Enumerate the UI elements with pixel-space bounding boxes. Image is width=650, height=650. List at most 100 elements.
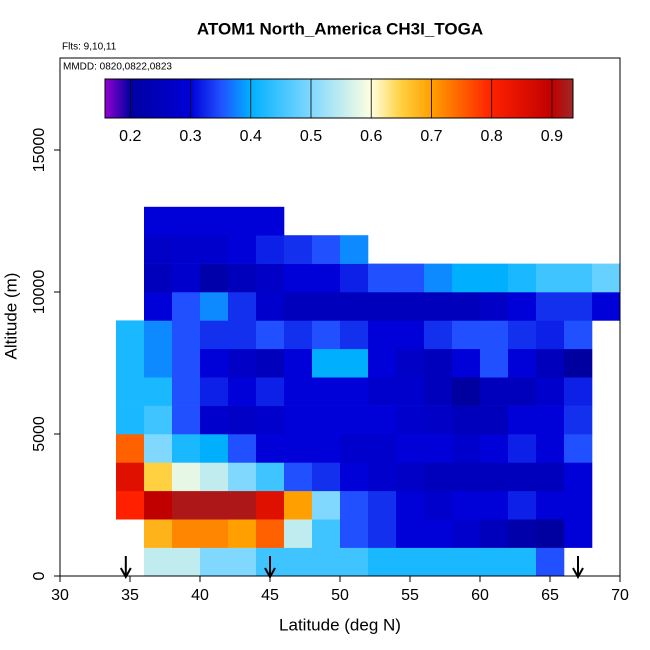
heat-cell [256,434,285,463]
heat-cell [200,377,229,406]
heat-cell [172,235,201,264]
heat-cell [564,292,593,321]
heat-cell [144,206,173,236]
heat-cell [368,320,397,350]
y-tick-label: 5000 [31,416,48,452]
heat-cell [592,292,621,321]
heat-cell [340,292,369,321]
heat-cell [200,519,229,548]
heat-cell [200,490,229,520]
heat-cell [144,405,173,435]
heat-cell [340,405,369,435]
heat-cell [144,320,173,350]
x-tick-label: 55 [401,587,419,604]
heat-cell [228,377,257,406]
heat-cell [228,235,257,264]
heat-cell [228,405,257,435]
x-tick-label: 65 [541,587,559,604]
heat-cell [284,519,313,548]
heat-cell [452,348,481,378]
heat-cell [284,235,313,264]
heat-cell [116,320,145,350]
heat-cell [536,292,565,321]
heat-cell [116,377,145,406]
heat-cell [144,377,173,406]
arrow-head [572,567,584,580]
heat-cell [144,434,173,463]
heat-cell [508,320,537,350]
heat-cell [172,263,201,293]
colorbar-tick-label: 0.6 [360,128,382,145]
heat-cell [564,348,593,378]
heat-cell [340,490,369,520]
heat-cell [228,434,257,463]
heat-cell [116,348,145,378]
heat-cell [368,263,397,293]
heat-cell [396,462,425,492]
heat-cell [228,348,257,378]
heat-cell [256,377,285,406]
heat-cell [172,206,201,236]
heat-cell [172,405,201,435]
heat-cell [256,405,285,435]
heat-cell [312,320,341,350]
heat-cell [536,377,565,406]
heat-cell [396,519,425,548]
heat-cell [424,405,453,435]
heat-cell [284,405,313,435]
heat-cell [340,235,369,264]
heat-cell [480,377,509,406]
heat-cell [452,434,481,463]
heat-cell [592,263,621,293]
heat-cell [284,490,313,520]
heat-cell [200,292,229,321]
heat-cell [480,434,509,463]
annotation: Flts: 9,10,11 [62,42,117,53]
heat-cell [256,235,285,264]
heat-cell [368,348,397,378]
heat-cell [284,377,313,406]
heat-cell [424,462,453,492]
heat-cell [564,434,593,463]
heat-cell [368,405,397,435]
heat-cell [508,405,537,435]
heat-cell [396,377,425,406]
heat-cell [144,263,173,293]
heat-cell [256,263,285,293]
heat-cell [228,206,257,236]
heat-cell [312,405,341,435]
heat-cell [424,263,453,293]
heat-cell [312,377,341,406]
x-tick-label: 60 [471,587,489,604]
heat-cell [368,292,397,321]
colorbar-tick-label: 0.3 [179,128,201,145]
heat-cell [480,320,509,350]
heat-cell [452,263,481,293]
heat-cell [256,206,285,236]
y-tick-label: 0 [31,571,48,580]
heat-cell [452,519,481,548]
heat-cell [424,490,453,520]
y-tick-label: 10000 [31,270,48,315]
heat-cell [508,434,537,463]
colorbar-tick-label: 0.8 [481,128,503,145]
heat-cell [200,263,229,293]
heat-cell [144,519,173,548]
x-tick-label: 50 [331,587,349,604]
colorbar-tick-label: 0.7 [420,128,442,145]
heat-cell [452,377,481,406]
heat-cell [480,405,509,435]
heat-cell [536,462,565,492]
heat-cell [144,292,173,321]
heat-cell [340,377,369,406]
heat-cell [452,292,481,321]
heat-cell [284,462,313,492]
x-tick-label: 70 [611,587,629,604]
heat-cell [312,547,341,577]
heat-cell [508,490,537,520]
heat-cell [200,206,229,236]
arrow-head [119,567,132,580]
heat-cell [172,547,201,577]
heat-cell [424,434,453,463]
heat-cell [256,320,285,350]
